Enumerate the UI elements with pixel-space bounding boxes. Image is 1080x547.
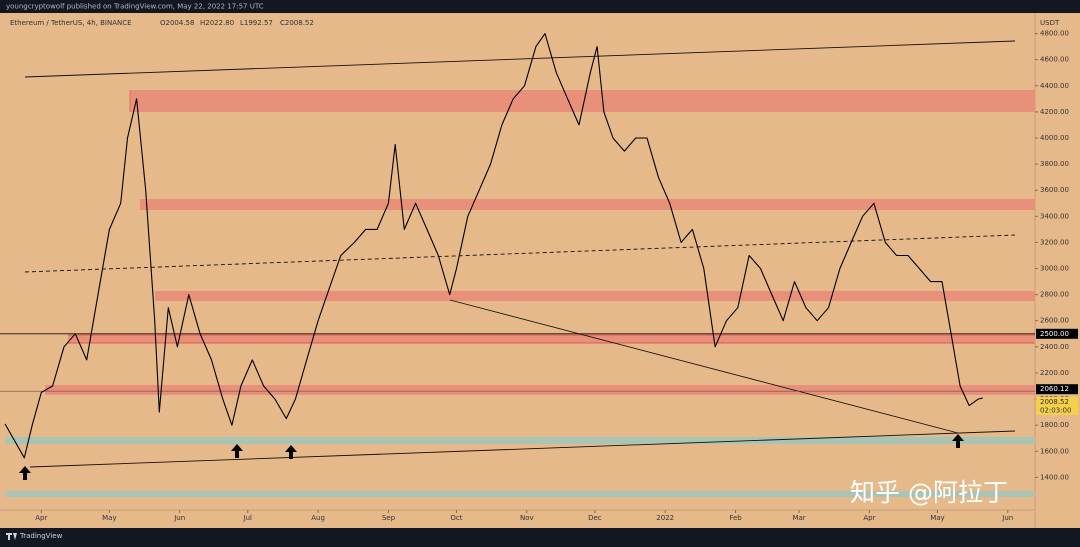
support-zone (5, 491, 1035, 497)
ohlc-value: C2008.52 (280, 19, 314, 27)
x-tick-label: Dec (588, 514, 602, 522)
x-tick-label: Nov (520, 514, 534, 522)
x-tick-label: Apr (863, 514, 875, 522)
resistance-zone (140, 199, 1035, 210)
y-tick-label: 1600.00 (1040, 447, 1069, 455)
price-label-box (1036, 396, 1078, 407)
x-tick-label: Jun (173, 514, 185, 522)
y-tick-label: 1400.00 (1040, 473, 1069, 481)
x-tick-label: Oct (450, 514, 462, 522)
resistance-zone (130, 90, 1035, 112)
ohlc-value: H2022.80 (200, 19, 234, 27)
price-line (4, 33, 983, 459)
y-unit: USDT (1040, 19, 1060, 27)
x-tick-label: Apr (35, 514, 47, 522)
y-tick-label: 2600.00 (1040, 317, 1069, 325)
header-text: youngcryptowolf published on TradingView… (6, 3, 264, 11)
resistance-zone (68, 335, 1035, 343)
header-bar (0, 0, 1080, 13)
ohlc-value: L1992.57 (240, 19, 273, 27)
x-tick-label: Aug (311, 514, 325, 522)
resistance-zone (45, 385, 1035, 395)
price-label: 2060.12 (1040, 385, 1069, 393)
countdown-box (1036, 405, 1078, 415)
y-tick-label: 2800.00 (1040, 291, 1069, 299)
chart-title: Ethereum / TetherUS, 4h, BINANCE (10, 19, 132, 27)
trendline (24, 40, 1016, 78)
trendline (449, 299, 959, 434)
y-tick-label: 3400.00 (1040, 212, 1069, 220)
y-tick-label: 2200.00 (1040, 369, 1069, 377)
support-zone (5, 437, 1035, 444)
price-label-box (1036, 328, 1078, 339)
logo (6, 533, 17, 540)
ohlc-value: O2004.58 (160, 19, 194, 27)
y-tick-label: 4200.00 (1040, 108, 1069, 116)
watermark: 知乎 @阿拉丁 (850, 478, 1008, 507)
price-label: 2008.52 (1040, 398, 1069, 406)
arrows (19, 434, 964, 480)
arrow (952, 434, 964, 448)
y-tick-label: 3600.00 (1040, 186, 1069, 194)
footer-text: TradingView (19, 532, 63, 540)
x-tick-label: Feb (729, 514, 742, 522)
resistance-zone (155, 291, 1035, 301)
y-tick-label: 3000.00 (1040, 265, 1069, 273)
arrow (231, 444, 243, 458)
x-tick-label: Sep (382, 514, 396, 522)
ohlc-legend: O2004.58 H2022.80 L1992.57 C2008.52 (160, 19, 314, 27)
arrow (285, 445, 297, 459)
trendlines (24, 40, 1016, 468)
x-tick-label: May (930, 514, 944, 522)
y-tick-label: 1800.00 (1040, 421, 1069, 429)
arrow (19, 466, 31, 480)
y-tick-label: 2400.00 (1040, 343, 1069, 351)
x-tick-label: 2022 (656, 514, 674, 522)
x-tick-label: Mar (792, 514, 805, 522)
trendline (29, 430, 1016, 468)
countdown: 02:03:00 (1040, 406, 1071, 414)
footer-bar (0, 528, 1080, 543)
price-label: 2500.00 (1040, 330, 1069, 338)
zones (5, 90, 1035, 497)
x-tick-label: May (102, 514, 116, 522)
x-tick-label: Jun (1001, 514, 1013, 522)
y-tick-label: 3200.00 (1040, 238, 1069, 246)
x-tick-label: Jul (243, 514, 253, 522)
y-tick-label: 4000.00 (1040, 134, 1069, 142)
y-tick-label: 4400.00 (1040, 82, 1069, 90)
y-tick-label: 4800.00 (1040, 30, 1069, 38)
y-tick-label: 4600.00 (1040, 56, 1069, 64)
price-label-box (1036, 384, 1078, 395)
y-tick-label: 3800.00 (1040, 160, 1069, 168)
